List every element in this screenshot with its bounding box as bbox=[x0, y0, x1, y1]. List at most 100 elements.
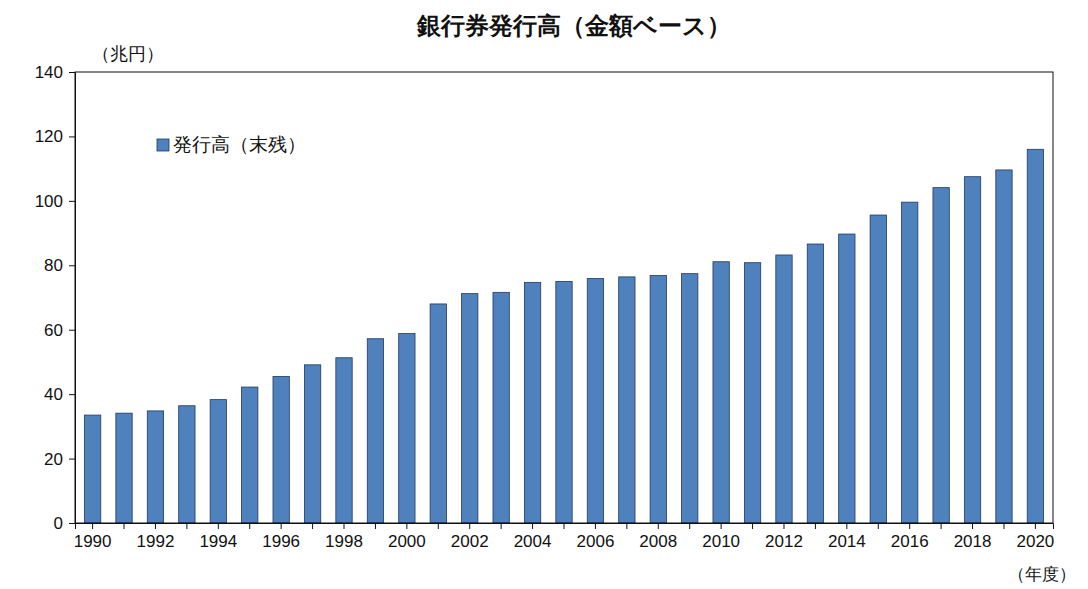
bar bbox=[430, 304, 446, 523]
bar bbox=[556, 281, 572, 523]
x-tick-group: 1990 bbox=[74, 523, 112, 551]
x-tick-group bbox=[438, 523, 439, 529]
x-tick-group bbox=[689, 523, 690, 529]
x-tick-label: 2014 bbox=[828, 532, 866, 551]
bar bbox=[682, 274, 698, 523]
x-tick bbox=[92, 523, 93, 529]
y-axis-title: （兆円） bbox=[92, 43, 164, 64]
bar bbox=[902, 202, 918, 523]
x-tick-label: 2000 bbox=[388, 532, 426, 551]
x-tick-group bbox=[501, 523, 502, 529]
x-tick-group bbox=[815, 523, 816, 529]
x-tick bbox=[218, 523, 219, 529]
legend: 発行高（末残） bbox=[157, 133, 306, 155]
bar bbox=[933, 188, 949, 523]
bar bbox=[996, 170, 1012, 523]
x-tick bbox=[344, 523, 345, 529]
chart: 0204060801001201401990199219941996199820… bbox=[0, 0, 1088, 589]
title: 銀行券発行高（金額ベース） bbox=[416, 12, 731, 40]
y-tick-label: 0 bbox=[54, 514, 63, 533]
plot: 0204060801001201401990199219941996199820… bbox=[35, 63, 1055, 551]
x-tick-label: 1990 bbox=[74, 532, 112, 551]
x-tick bbox=[281, 523, 282, 529]
x-tick bbox=[186, 523, 187, 529]
x-tick-group bbox=[941, 523, 942, 529]
x-tick-group: 1998 bbox=[325, 523, 363, 551]
bar bbox=[587, 278, 603, 523]
y-tick-group: 100 bbox=[35, 192, 75, 211]
bar bbox=[524, 282, 540, 523]
x-tick bbox=[438, 523, 439, 529]
y-tick-group: 140 bbox=[35, 63, 75, 82]
bar bbox=[336, 358, 352, 523]
x-tick-label: 2018 bbox=[954, 532, 992, 551]
bar bbox=[493, 292, 509, 523]
y-tick-label: 100 bbox=[35, 192, 63, 211]
x-axis-title: （年度） bbox=[1008, 564, 1076, 584]
x-tick bbox=[815, 523, 816, 529]
bar bbox=[367, 339, 383, 523]
x-tick-group bbox=[375, 523, 376, 529]
bar bbox=[116, 413, 132, 523]
x-tick bbox=[312, 523, 313, 529]
y-tick-group: 120 bbox=[35, 127, 75, 146]
y-tick-group: 20 bbox=[44, 450, 75, 469]
legend-label: 発行高（末残） bbox=[173, 133, 306, 155]
x-tick-label: 1994 bbox=[199, 532, 237, 551]
y-tick bbox=[69, 136, 75, 137]
x-tick-group bbox=[878, 523, 879, 529]
x-tick-label: 2012 bbox=[765, 532, 803, 551]
bar bbox=[304, 365, 320, 523]
plot-frame bbox=[75, 72, 1053, 523]
y-tick bbox=[69, 459, 75, 460]
x-tick bbox=[721, 523, 722, 529]
bar bbox=[870, 215, 886, 523]
bar bbox=[744, 263, 760, 523]
y-tick-label: 120 bbox=[35, 127, 63, 146]
x-tick bbox=[501, 523, 502, 529]
x-tick-group: 2000 bbox=[388, 523, 426, 551]
y-tick bbox=[69, 330, 75, 331]
x-tick-group bbox=[124, 523, 125, 529]
x-tick-label: 2016 bbox=[891, 532, 929, 551]
x-tick bbox=[155, 523, 156, 529]
bar bbox=[210, 400, 226, 523]
x-tick-group: 2016 bbox=[891, 523, 929, 551]
x-tick-group: 2002 bbox=[451, 523, 489, 551]
x-tick bbox=[846, 523, 847, 529]
x-tick bbox=[469, 523, 470, 529]
bar bbox=[839, 234, 855, 523]
x-tick-group: 2010 bbox=[702, 523, 740, 551]
y-tick-group: 40 bbox=[44, 385, 75, 404]
x-tick-group bbox=[186, 523, 187, 529]
x-tick-label: 2006 bbox=[577, 532, 615, 551]
x-tick-group: 2018 bbox=[954, 523, 992, 551]
bar bbox=[273, 376, 289, 523]
x-tick bbox=[375, 523, 376, 529]
x-tick-group bbox=[249, 523, 250, 529]
x-tick-group: 2020 bbox=[1016, 523, 1054, 551]
x-tick-label: 2002 bbox=[451, 532, 489, 551]
x-tick-label: 2004 bbox=[514, 532, 552, 551]
y-tick-group: 80 bbox=[44, 256, 75, 275]
x-tick bbox=[626, 523, 627, 529]
x-tick-label: 1996 bbox=[262, 532, 300, 551]
x-tick bbox=[689, 523, 690, 529]
x-tick-group: 2006 bbox=[577, 523, 615, 551]
x-tick-group: 1996 bbox=[262, 523, 300, 551]
x-tick bbox=[783, 523, 784, 529]
y-axis: 020406080100120140 bbox=[35, 63, 76, 533]
x-tick bbox=[909, 523, 910, 529]
x-axis: 1990 1992 1994 1996 1998 2000 2002 2004 2006 2008… bbox=[74, 523, 1055, 551]
y-tick-group: 0 bbox=[54, 514, 75, 533]
x-tick bbox=[406, 523, 407, 529]
x-tick-label: 2020 bbox=[1016, 532, 1054, 551]
x-tick-group: 2014 bbox=[828, 523, 866, 551]
x-tick-group bbox=[626, 523, 627, 529]
x-tick-label: 2008 bbox=[639, 532, 677, 551]
bar bbox=[807, 244, 823, 523]
y-tick-label: 140 bbox=[35, 63, 63, 82]
x-tick bbox=[1035, 523, 1036, 529]
x-tick-group: 1992 bbox=[137, 523, 175, 551]
x-tick bbox=[595, 523, 596, 529]
